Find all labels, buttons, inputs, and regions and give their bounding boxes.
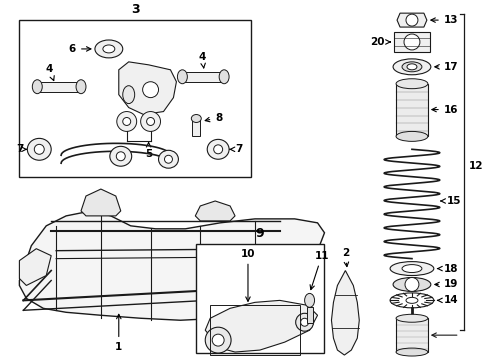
Ellipse shape xyxy=(212,334,224,346)
Text: 11: 11 xyxy=(309,251,328,289)
Text: 5: 5 xyxy=(144,143,152,159)
Bar xyxy=(182,72,224,82)
Bar xyxy=(20,20,250,177)
Ellipse shape xyxy=(395,314,427,322)
Ellipse shape xyxy=(27,138,51,160)
Ellipse shape xyxy=(395,348,427,356)
Ellipse shape xyxy=(304,293,314,307)
Text: 14: 14 xyxy=(437,295,457,305)
Text: 16: 16 xyxy=(431,104,457,114)
Bar xyxy=(395,318,427,352)
Text: 7: 7 xyxy=(16,144,26,154)
Ellipse shape xyxy=(219,70,228,84)
Ellipse shape xyxy=(177,70,187,84)
Ellipse shape xyxy=(389,262,433,275)
Text: 7: 7 xyxy=(229,144,242,154)
Circle shape xyxy=(405,14,417,26)
Text: 15: 15 xyxy=(440,196,460,206)
Polygon shape xyxy=(20,249,51,285)
Text: 1: 1 xyxy=(115,314,122,352)
Polygon shape xyxy=(331,271,359,355)
Ellipse shape xyxy=(395,79,427,89)
Bar xyxy=(306,307,312,323)
Polygon shape xyxy=(20,211,324,320)
Bar xyxy=(196,244,323,353)
Ellipse shape xyxy=(34,144,44,154)
Ellipse shape xyxy=(295,313,313,331)
Ellipse shape xyxy=(76,80,86,94)
Ellipse shape xyxy=(207,139,228,159)
Ellipse shape xyxy=(401,265,421,273)
Ellipse shape xyxy=(146,117,154,125)
Ellipse shape xyxy=(205,327,231,353)
Ellipse shape xyxy=(213,145,222,154)
Circle shape xyxy=(403,34,419,50)
Text: 19: 19 xyxy=(434,279,457,289)
Ellipse shape xyxy=(95,40,122,58)
Ellipse shape xyxy=(116,152,125,161)
Bar xyxy=(393,32,429,52)
Text: 6: 6 xyxy=(69,44,91,54)
Polygon shape xyxy=(81,189,121,216)
Bar xyxy=(37,82,81,92)
Bar xyxy=(192,118,200,136)
Ellipse shape xyxy=(405,297,417,303)
Ellipse shape xyxy=(401,62,421,72)
Ellipse shape xyxy=(32,80,42,94)
Ellipse shape xyxy=(142,82,158,98)
Text: 20: 20 xyxy=(369,37,389,47)
Ellipse shape xyxy=(300,318,308,326)
Ellipse shape xyxy=(117,112,136,131)
Ellipse shape xyxy=(191,114,201,122)
Ellipse shape xyxy=(141,112,160,131)
Bar xyxy=(395,84,427,136)
Ellipse shape xyxy=(158,150,178,168)
Text: 4: 4 xyxy=(45,64,54,81)
Text: 2: 2 xyxy=(341,248,348,266)
Polygon shape xyxy=(396,13,426,27)
Text: 13: 13 xyxy=(430,15,457,25)
Bar xyxy=(210,305,299,355)
Ellipse shape xyxy=(110,146,131,166)
Text: 9: 9 xyxy=(255,227,264,240)
Text: 8: 8 xyxy=(205,113,222,122)
Ellipse shape xyxy=(395,131,427,141)
Ellipse shape xyxy=(392,59,430,75)
Ellipse shape xyxy=(122,86,134,104)
Ellipse shape xyxy=(406,64,416,70)
Circle shape xyxy=(404,278,418,292)
Ellipse shape xyxy=(122,117,130,125)
Text: 18: 18 xyxy=(437,264,457,274)
Polygon shape xyxy=(205,300,317,352)
Text: 3: 3 xyxy=(131,3,139,16)
Polygon shape xyxy=(119,62,176,114)
Text: 10: 10 xyxy=(240,249,255,301)
Ellipse shape xyxy=(392,278,430,292)
Text: 4: 4 xyxy=(198,52,205,68)
Polygon shape xyxy=(195,201,235,221)
Ellipse shape xyxy=(164,155,172,163)
Text: 12: 12 xyxy=(468,161,482,171)
Text: 17: 17 xyxy=(434,62,457,72)
Ellipse shape xyxy=(102,45,115,53)
